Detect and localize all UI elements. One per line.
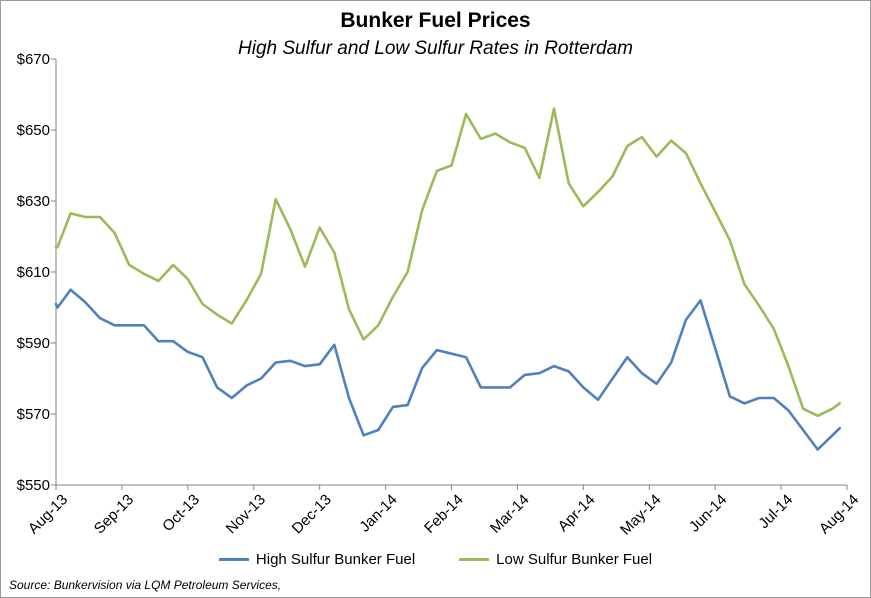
y-tick-label: $550 (17, 477, 50, 494)
x-tick-label: Aug-13 (25, 491, 71, 537)
chart-subtitle: High Sulfur and Low Sulfur Rates in Rott… (238, 38, 633, 59)
y-tick-label: $650 (17, 122, 50, 139)
series-line-high-sulfur (54, 288, 842, 451)
legend: High Sulfur Bunker Fuel Low Sulfur Bunke… (1, 551, 870, 568)
series-line-low-sulfur (54, 107, 842, 418)
y-tick-label: $610 (17, 264, 50, 281)
x-tick-label: Jul-14 (755, 491, 796, 532)
x-tick-label: Nov-13 (223, 491, 269, 537)
legend-label-low-sulfur: Low Sulfur Bunker Fuel (496, 551, 653, 568)
x-tick-label: Mar-14 (487, 491, 533, 537)
legend-swatch-high-sulfur (218, 558, 249, 561)
legend-item-high-sulfur: High Sulfur Bunker Fuel (218, 551, 416, 568)
y-tick-label: $630 (17, 193, 50, 210)
x-tick-label: Aug-14 (816, 491, 862, 537)
chart-title: Bunker Fuel Prices (340, 9, 531, 32)
x-tick-label: Oct-13 (159, 491, 203, 535)
x-tick-label: Jun-14 (686, 491, 730, 535)
x-tick-label: Dec-13 (289, 491, 335, 537)
y-tick-label: $590 (17, 335, 50, 352)
x-tick-label: Apr-14 (555, 491, 599, 535)
legend-item-low-sulfur: Low Sulfur Bunker Fuel (459, 551, 652, 568)
legend-label-high-sulfur: High Sulfur Bunker Fuel (255, 551, 416, 568)
x-tick-label: May-14 (617, 491, 664, 538)
x-tick-label: Sep-13 (91, 491, 137, 537)
source-note: Source: Bunkervision via LQM Petroleum S… (9, 578, 282, 592)
legend-swatch-low-sulfur (459, 558, 490, 561)
x-tick-label: Feb-14 (421, 491, 467, 537)
y-tick-label: $670 (17, 51, 50, 68)
x-tick-label: Jan-14 (356, 491, 400, 535)
y-tick-label: $570 (17, 406, 50, 423)
